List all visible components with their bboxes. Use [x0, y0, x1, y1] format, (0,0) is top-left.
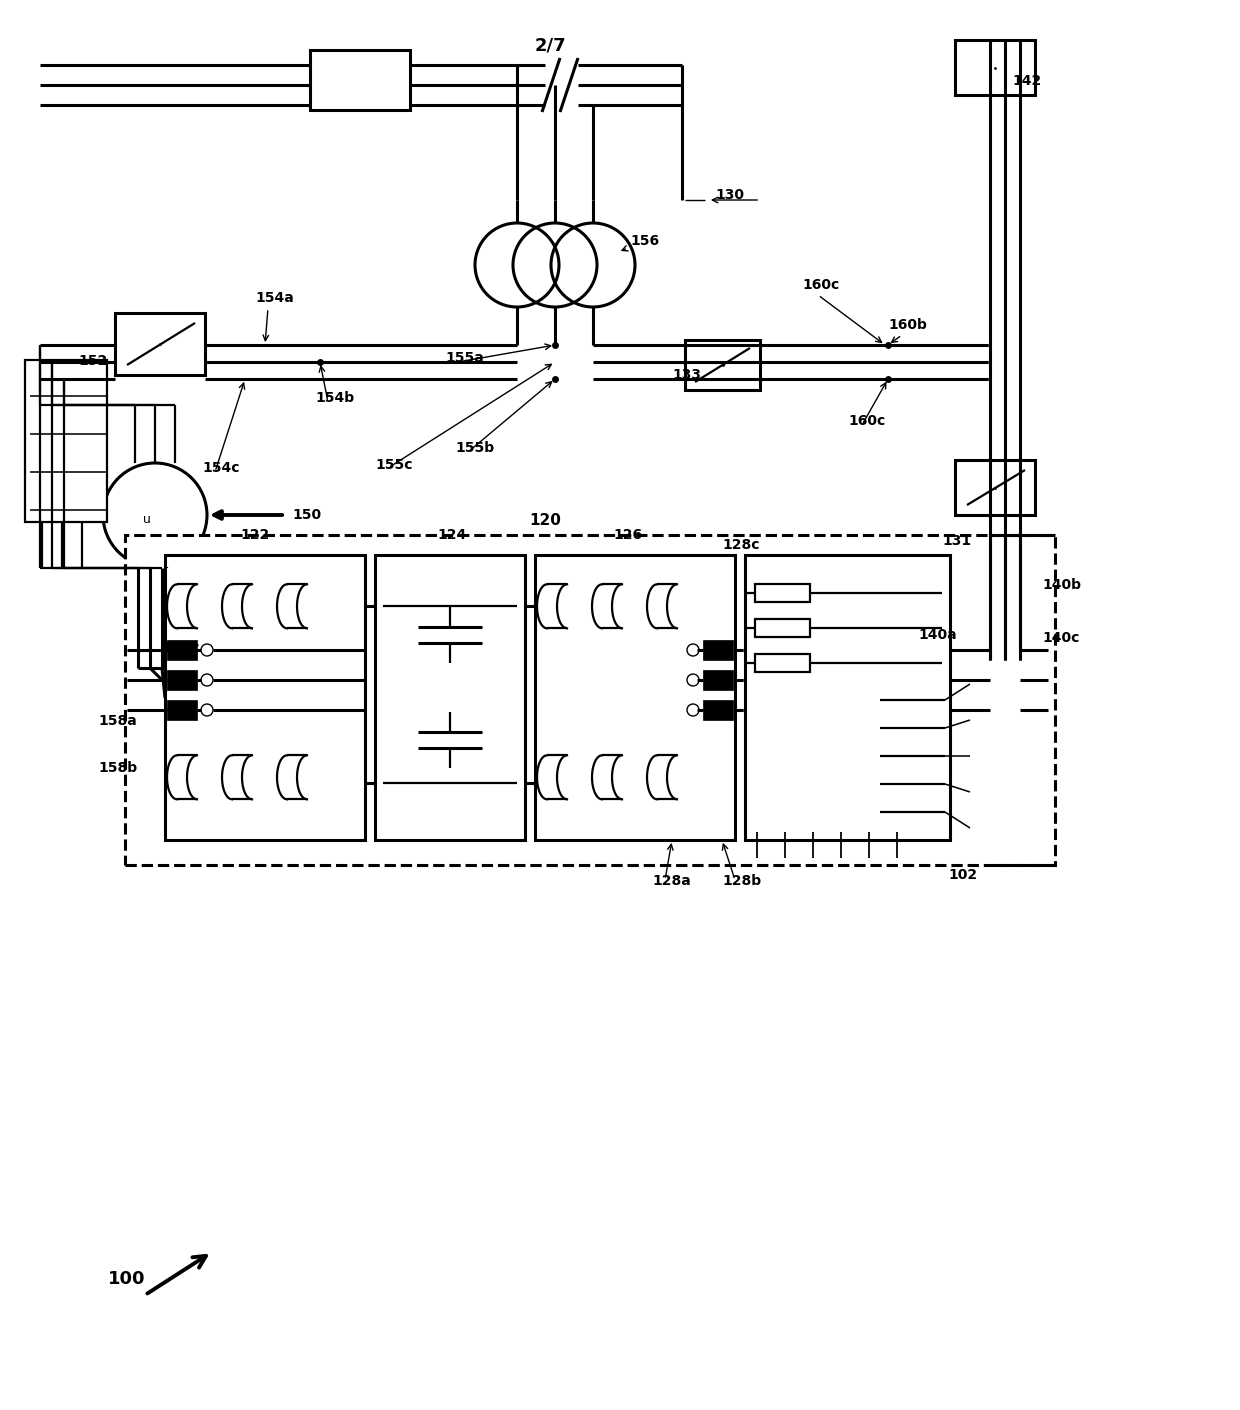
Text: 140a: 140a — [918, 627, 956, 642]
Bar — [703, 640, 733, 660]
Bar — [25, 360, 107, 522]
Text: 128b: 128b — [722, 874, 761, 888]
Bar — [310, 49, 410, 110]
Text: 160c: 160c — [848, 415, 885, 429]
Bar — [955, 39, 1035, 94]
Text: u: u — [143, 512, 151, 526]
Text: 142: 142 — [1012, 73, 1042, 87]
Text: 158b: 158b — [98, 761, 138, 776]
Text: 122: 122 — [241, 527, 269, 541]
Text: 154c: 154c — [202, 461, 239, 475]
Text: 140b: 140b — [1042, 578, 1081, 592]
Bar — [374, 556, 525, 840]
Text: 158c: 158c — [162, 642, 200, 656]
Text: 154a: 154a — [255, 290, 294, 305]
Text: 140c: 140c — [1042, 632, 1079, 644]
Bar — [955, 460, 1035, 515]
Bar — [745, 556, 950, 840]
Text: 124: 124 — [438, 527, 466, 541]
Text: 128a: 128a — [652, 874, 691, 888]
Text: 154b: 154b — [315, 391, 355, 405]
Bar — [165, 556, 365, 840]
Text: 158a: 158a — [98, 713, 136, 728]
Text: 150: 150 — [291, 508, 321, 522]
Text: 102: 102 — [949, 869, 977, 883]
Bar — [125, 534, 1055, 864]
Bar — [167, 670, 197, 689]
Bar — [703, 699, 733, 721]
Text: 133: 133 — [672, 368, 701, 382]
Bar — [167, 640, 197, 660]
Text: 2/7: 2/7 — [534, 37, 565, 55]
Bar — [534, 556, 735, 840]
Text: 155c: 155c — [374, 458, 413, 472]
Bar — [684, 340, 760, 391]
Text: 156: 156 — [630, 234, 660, 248]
Bar — [115, 313, 205, 375]
Text: 120: 120 — [529, 513, 560, 527]
Text: 131: 131 — [942, 534, 971, 548]
Bar — [755, 654, 810, 673]
Text: 155a: 155a — [445, 351, 484, 365]
Text: 160b: 160b — [888, 319, 926, 331]
Text: 126: 126 — [614, 527, 642, 541]
Bar — [167, 699, 197, 721]
Text: 128c: 128c — [722, 539, 759, 551]
Text: 152: 152 — [78, 354, 107, 368]
Bar — [703, 670, 733, 689]
Text: 130: 130 — [715, 188, 744, 202]
Bar — [755, 619, 810, 637]
Text: 155b: 155b — [455, 441, 494, 455]
Text: 160c: 160c — [802, 278, 839, 292]
Text: 100: 100 — [108, 1270, 145, 1287]
Bar — [755, 584, 810, 602]
